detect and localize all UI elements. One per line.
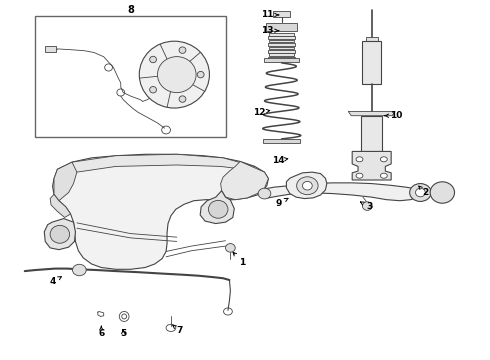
Ellipse shape — [225, 244, 235, 252]
Text: 14: 14 — [272, 156, 288, 165]
Text: 1: 1 — [233, 252, 245, 267]
Polygon shape — [260, 183, 421, 201]
Text: 9: 9 — [276, 198, 288, 208]
Polygon shape — [348, 111, 395, 116]
Polygon shape — [54, 162, 77, 201]
Bar — [270, 53, 294, 56]
Ellipse shape — [149, 56, 156, 63]
Text: 6: 6 — [98, 326, 104, 338]
Polygon shape — [352, 152, 391, 180]
Ellipse shape — [208, 201, 228, 218]
Bar — [268, 43, 295, 46]
Bar — [270, 33, 294, 36]
Bar — [273, 12, 290, 17]
Bar — [362, 41, 381, 84]
Ellipse shape — [122, 314, 126, 319]
Text: 4: 4 — [49, 276, 61, 286]
Polygon shape — [44, 219, 75, 249]
Bar — [264, 58, 299, 62]
Polygon shape — [52, 154, 269, 269]
Bar — [268, 36, 295, 39]
Ellipse shape — [258, 188, 271, 199]
Text: 7: 7 — [173, 325, 182, 334]
Bar — [268, 57, 295, 59]
Ellipse shape — [73, 264, 86, 276]
Bar — [35, 16, 225, 137]
Text: 13: 13 — [261, 26, 279, 35]
Ellipse shape — [416, 188, 425, 197]
Bar — [266, 23, 297, 31]
Ellipse shape — [363, 202, 372, 210]
Text: 10: 10 — [384, 111, 402, 120]
Ellipse shape — [179, 96, 186, 102]
Ellipse shape — [179, 47, 186, 53]
Polygon shape — [220, 161, 269, 200]
Bar — [270, 40, 294, 42]
Ellipse shape — [380, 157, 387, 162]
Ellipse shape — [149, 86, 156, 93]
Text: 5: 5 — [120, 329, 126, 338]
Ellipse shape — [161, 62, 188, 87]
Bar — [45, 46, 56, 52]
Text: 8: 8 — [127, 5, 134, 15]
Bar — [366, 37, 377, 41]
Text: 11: 11 — [261, 10, 279, 19]
Bar — [263, 139, 300, 143]
Ellipse shape — [410, 184, 431, 202]
Ellipse shape — [50, 225, 70, 243]
Ellipse shape — [356, 173, 363, 178]
Ellipse shape — [139, 41, 209, 108]
Bar — [361, 116, 382, 157]
Polygon shape — [72, 154, 255, 172]
Ellipse shape — [356, 157, 363, 162]
Text: 12: 12 — [253, 108, 270, 117]
Ellipse shape — [296, 177, 318, 195]
Text: 2: 2 — [419, 186, 428, 197]
Ellipse shape — [197, 71, 204, 78]
Ellipse shape — [380, 173, 387, 178]
Polygon shape — [200, 191, 234, 224]
Ellipse shape — [157, 57, 196, 93]
Bar — [268, 50, 295, 53]
Ellipse shape — [430, 182, 455, 203]
Text: 3: 3 — [360, 202, 372, 211]
Polygon shape — [50, 194, 71, 217]
Bar — [270, 46, 294, 49]
Polygon shape — [287, 172, 327, 199]
Ellipse shape — [302, 181, 312, 190]
